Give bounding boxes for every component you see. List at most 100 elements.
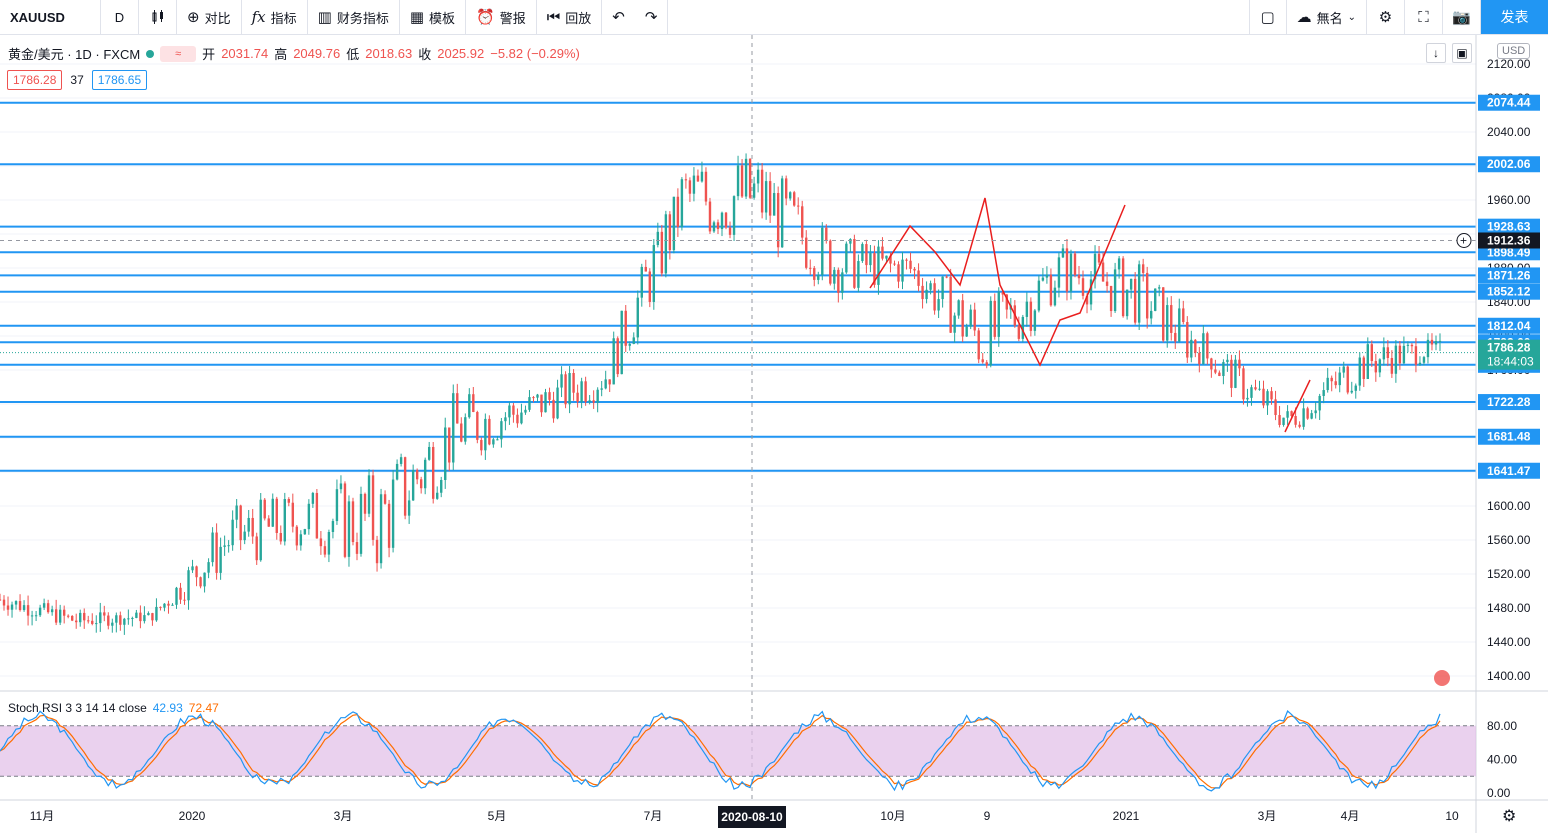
candle-body	[1218, 372, 1221, 377]
candle-body	[809, 267, 812, 269]
chart-type-button[interactable]	[139, 0, 177, 34]
data-source-badge[interactable]: ≈	[160, 45, 197, 62]
time-tick-label: 3月	[334, 809, 353, 823]
publish-button[interactable]: 发表	[1481, 0, 1548, 34]
layout-save-button[interactable]: ☁ 無名 ⌄	[1287, 0, 1367, 34]
candle-body	[869, 253, 872, 266]
snapshot-button[interactable]: 📷	[1443, 0, 1481, 34]
candle-body	[448, 427, 451, 463]
candle-body	[949, 276, 952, 333]
candle-body	[18, 601, 22, 611]
buy-button[interactable]: 1786.65	[91, 70, 148, 90]
candle-body	[768, 181, 772, 216]
low-value: 2018.63	[365, 46, 413, 61]
time-tick-label: 4月	[1341, 809, 1360, 823]
candle-body	[1290, 411, 1293, 416]
layout-toggle-button[interactable]: ▢	[1248, 0, 1287, 34]
candle-body	[1145, 272, 1149, 319]
candle-body	[1278, 415, 1281, 425]
open-value: 2031.74	[221, 46, 269, 61]
alert-button[interactable]: ⏰ 警报	[466, 0, 537, 34]
candle-body	[1057, 257, 1061, 288]
candle-body	[34, 615, 38, 617]
candle-body	[359, 493, 363, 554]
candle-body	[1302, 408, 1305, 427]
candle-body	[1226, 359, 1229, 363]
candle-body	[111, 622, 114, 626]
compare-button[interactable]: ⊕ 对比	[177, 0, 242, 34]
candle-body	[139, 612, 142, 622]
candle-body	[1105, 281, 1109, 286]
stoch-d-line	[0, 713, 1441, 789]
candle-body	[355, 542, 359, 554]
interval-button[interactable]: D	[101, 0, 139, 34]
candle-body	[748, 158, 752, 198]
time-tick-label: 3月	[1258, 809, 1277, 823]
templates-button[interactable]: ▦ 模板	[400, 0, 467, 34]
zigzag-drawing	[869, 197, 1311, 433]
crosshair-price-label: 1912.36	[1487, 233, 1531, 247]
currency-badge[interactable]: USD	[1497, 43, 1531, 59]
financials-button[interactable]: ▥ 财务指标	[308, 0, 400, 34]
candle-body	[668, 214, 672, 251]
symbol-search[interactable]: XAUUSD	[0, 0, 101, 34]
indicators-button[interactable]: fx 指标	[242, 0, 308, 34]
candle-body	[331, 521, 335, 532]
candle-body	[1061, 248, 1065, 258]
flag-icon	[1434, 670, 1450, 686]
candle-body	[452, 393, 455, 463]
publish-label: 发表	[1500, 9, 1529, 25]
candle-body	[600, 388, 603, 390]
rewind-icon: ⏮	[546, 8, 561, 26]
candle-body	[833, 269, 836, 284]
candlestick-series	[0, 153, 1442, 635]
fullscreen-button[interactable]: ⛶	[1405, 0, 1443, 34]
stoch-tick-label: 80.00	[1487, 719, 1517, 733]
candle-body	[1282, 417, 1285, 425]
candle-body	[1250, 387, 1253, 398]
bar-chart-icon: ▥	[317, 9, 332, 26]
undo-button[interactable]: ↶	[602, 0, 635, 34]
candle-body	[588, 400, 591, 402]
candle-body	[817, 274, 820, 280]
candle-body	[568, 373, 571, 405]
candle-body	[1222, 362, 1225, 377]
price-tick-label: 2040.00	[1487, 125, 1531, 139]
maximize-pane-button[interactable]: ▣	[1452, 43, 1472, 63]
arrow-down-button[interactable]: ↓	[1426, 43, 1446, 63]
candle-body	[199, 577, 202, 587]
replay-button[interactable]: ⏮ 回放	[537, 0, 603, 34]
candle-body	[1109, 285, 1113, 312]
redo-button[interactable]: ↷	[635, 0, 669, 34]
candle-body	[901, 259, 904, 282]
candle-body	[873, 253, 876, 285]
candle-body	[191, 566, 194, 571]
candle-body	[981, 359, 984, 363]
price-tick-label: 1400.00	[1487, 669, 1531, 683]
candle-body	[183, 599, 186, 601]
candle-body	[83, 612, 86, 621]
candle-body	[6, 605, 10, 610]
candle-body	[456, 393, 459, 424]
candle-body	[1266, 391, 1269, 406]
candle-body	[163, 603, 166, 608]
candle-body	[632, 337, 635, 344]
change-value: −5.82 (−0.29%)	[490, 46, 580, 61]
settings-button[interactable]: ⚙	[1367, 0, 1405, 34]
level-label-bg	[1478, 394, 1540, 411]
candle-body	[1053, 287, 1057, 306]
legend-title: 黄金/美元 · 1D · FXCM	[8, 47, 141, 62]
arrow-down-icon: ↓	[1433, 46, 1439, 60]
zigzag-line	[869, 197, 1126, 367]
indicators-label: 指标	[270, 10, 297, 26]
candle-body	[235, 505, 238, 520]
price-chart[interactable]: + 2120.002080.002040.002000.001960.00192…	[0, 35, 1548, 833]
candle-body	[1386, 347, 1390, 359]
top-toolbar: XAUUSD D ⊕ 对比 fx 指标 ▥ 财务指标 ▦ 模板 ⏰ 警报 ⏮ 回放 ↶ ↷ …	[0, 0, 1548, 35]
candle-body	[1085, 295, 1089, 305]
candle-body	[0, 599, 2, 601]
crosshair-date-bg	[718, 806, 786, 828]
sell-button[interactable]: 1786.28	[7, 70, 63, 90]
level-label-bg	[1478, 94, 1540, 111]
axis-settings-button[interactable]: ⚙	[1502, 806, 1516, 826]
